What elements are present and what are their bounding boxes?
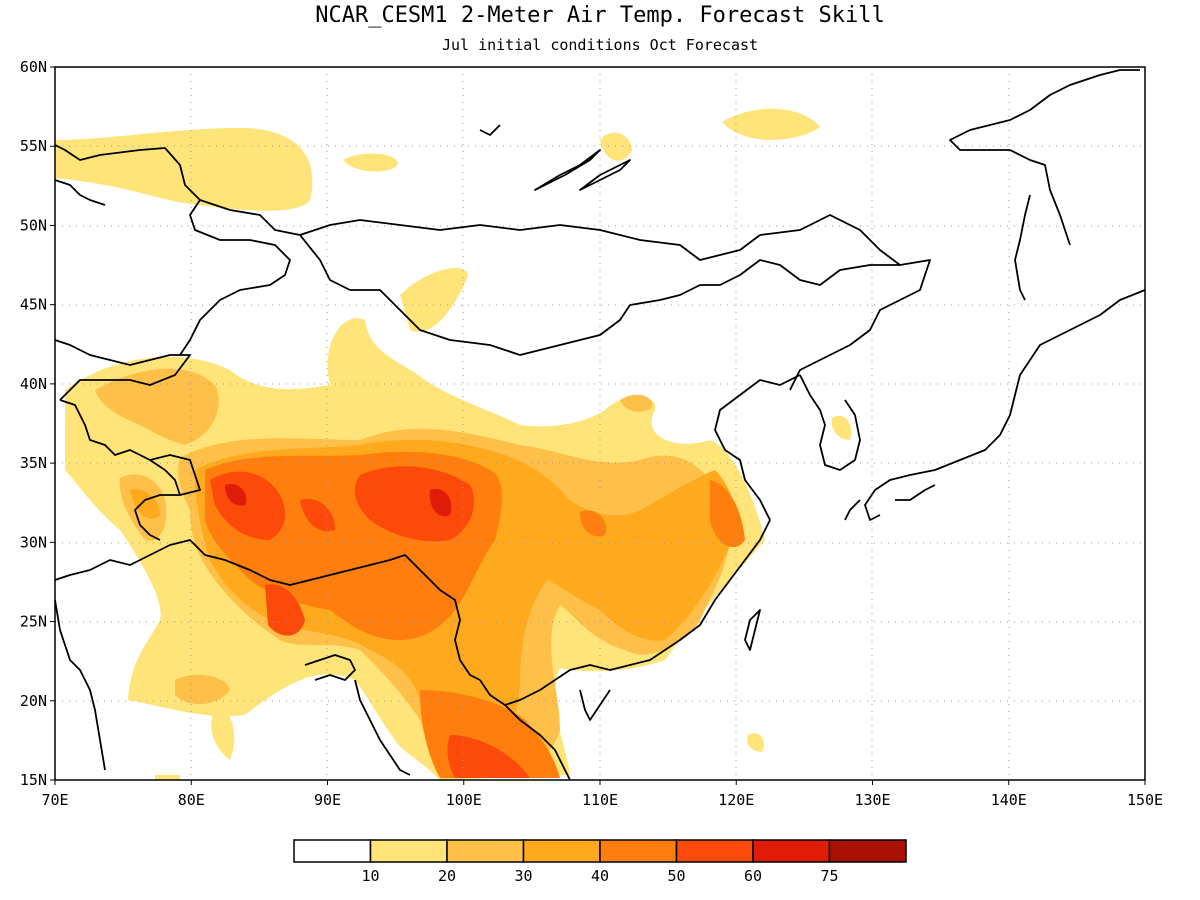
lon-tick-label: 150E [1127,791,1163,809]
lat-tick-label: 60N [20,58,47,76]
lat-tick-label: 25N [20,613,47,631]
skill-contour-band [600,132,632,161]
lon-tick-label: 80E [178,791,205,809]
map-title: NCAR_CESM1 2-Meter Air Temp. Forecast Sk… [315,3,885,28]
colorbar-swatch [522,839,601,863]
lat-tick-label: 20N [20,692,47,710]
colorbar-swatch [446,839,525,863]
lat-tick-label: 35N [20,454,47,472]
skill-contour-band [747,733,765,752]
colorbar-label: 30 [514,867,532,885]
skill-contour-band [447,735,530,778]
lon-tick-label: 130E [854,791,890,809]
skill-contour-band [580,510,606,537]
lon-tick-label: 120E [718,791,754,809]
lat-tick-label: 30N [20,533,47,551]
skill-contour-band [155,775,180,780]
lon-tick-label: 140E [991,791,1027,809]
skill-contour-band [211,700,235,760]
colorbar: 10 20 30 40 50 60 75 [293,839,907,885]
lon-tick-label: 110E [582,791,618,809]
map-subtitle: Jul initial conditions Oct Forecast [442,36,758,54]
colorbar-label: 50 [667,867,685,885]
colorbar-swatch [752,839,831,863]
colorbar-label: 75 [820,867,838,885]
colorbar-swatch [369,839,448,863]
skill-contour-band [169,599,204,640]
skill-contour-band [300,499,335,532]
skill-contour-band [354,466,474,542]
skill-contour-band [265,584,305,636]
skill-contour-band [710,480,745,548]
skill-contour-band [175,674,230,705]
lon-tick-label: 100E [446,791,482,809]
skill-contour-band [343,153,398,172]
skill-contour-band [95,368,219,445]
skill-contour-band [831,415,852,440]
lon-tick-label: 70E [41,791,68,809]
skill-contour-band [130,489,160,519]
lon-tick-label: 90E [314,791,341,809]
colorbar-label: 40 [591,867,609,885]
lat-tick-label: 55N [20,137,47,155]
colorbar-label: 20 [438,867,456,885]
skill-contour-band [722,108,820,140]
skill-contour-band [55,128,313,211]
colorbar-label: 10 [361,867,379,885]
skill-shading [55,108,852,780]
coastlines-and-borders [54,69,1146,781]
skill-contour-band [400,267,468,332]
skill-contour-band [620,394,653,412]
colorbar-swatch [675,839,754,863]
longitude-axis: 70E 80E 90E 100E 110E 120E 130E 140E 150E [41,780,1163,809]
skill-contour-band [225,484,247,506]
lat-tick-label: 50N [20,216,47,234]
lat-tick-label: 15N [20,771,47,789]
lat-tick-label: 40N [20,375,47,393]
colorbar-label: 60 [744,867,762,885]
colorbar-swatch [599,839,678,863]
lat-tick-label: 45N [20,296,47,314]
latitude-axis: 60N 55N 50N 45N 40N 35N 30N 25N 20N 15N [20,58,55,789]
colorbar-swatch [828,839,907,863]
colorbar-swatch [293,839,372,863]
skill-contour-band [429,489,452,517]
